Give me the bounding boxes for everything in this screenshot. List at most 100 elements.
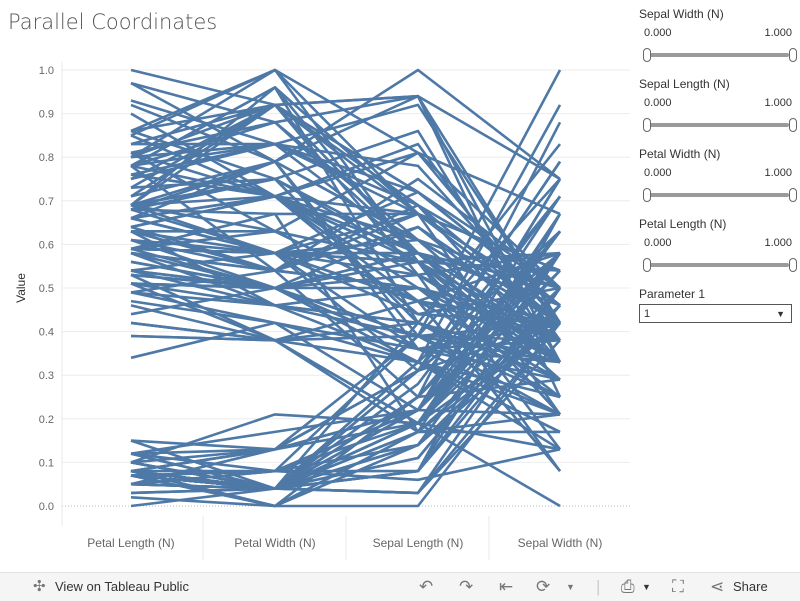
redo-icon[interactable]: ↷ <box>459 577 474 596</box>
series-line[interactable] <box>130 81 562 363</box>
series-line[interactable] <box>130 103 561 324</box>
y-tick-label: 0.4 <box>39 327 54 339</box>
slider-track[interactable] <box>649 193 789 197</box>
y-tick-label: 0.0 <box>39 501 54 513</box>
slider-max-handle[interactable] <box>789 48 797 62</box>
y-tick-label: 0.3 <box>39 370 54 382</box>
series-line[interactable] <box>130 177 561 381</box>
slider-min-handle[interactable] <box>643 258 651 272</box>
refresh-icon[interactable]: ⟳ <box>536 577 551 596</box>
y-tick-label: 0.5 <box>39 283 54 295</box>
series-line[interactable] <box>130 195 561 325</box>
range-max: 1.000 <box>764 27 792 39</box>
series-line[interactable] <box>130 160 561 325</box>
y-tick-label: 0.7 <box>39 196 54 208</box>
series-line[interactable] <box>130 103 561 277</box>
series-line[interactable] <box>130 291 561 416</box>
series-line[interactable] <box>130 121 561 364</box>
fullscreen-icon[interactable]: ⛶ <box>672 577 684 596</box>
series-line[interactable] <box>130 86 561 307</box>
slider-min-handle[interactable] <box>643 118 651 132</box>
series-line[interactable] <box>130 213 562 508</box>
tableau-logo-icon: ✣ <box>33 578 46 595</box>
slider-track[interactable] <box>649 123 789 127</box>
series-line[interactable] <box>130 177 561 416</box>
undo-icon[interactable]: ↶ <box>419 577 434 596</box>
series-line[interactable] <box>130 334 561 451</box>
slider-min-handle[interactable] <box>643 48 651 62</box>
series-line[interactable] <box>130 322 562 508</box>
series-line[interactable] <box>130 282 561 399</box>
x-tick-label: Petal Length (N) <box>87 536 174 550</box>
y-tick-label: 0.6 <box>39 239 54 251</box>
series-line[interactable] <box>130 321 561 416</box>
y-tick-label: 0.1 <box>39 457 54 469</box>
series-line[interactable] <box>130 178 562 490</box>
view-on-tableau-link[interactable]: View on Tableau Public <box>55 579 189 594</box>
series-line[interactable] <box>130 103 561 307</box>
series-line[interactable] <box>130 103 561 290</box>
filter-title: Sepal Length (N) <box>639 77 730 91</box>
x-tick-label: Petal Width (N) <box>234 536 315 550</box>
slider-track[interactable] <box>649 53 789 57</box>
series-line[interactable] <box>130 273 561 364</box>
range-min: 0.000 <box>644 237 672 249</box>
x-axis-labels: Petal Length (N) Petal Width (N) Sepal Len… <box>87 536 602 550</box>
series-line[interactable] <box>130 68 561 216</box>
download-dropdown-icon[interactable]: ▼ <box>642 582 651 592</box>
share-button[interactable]: Share <box>733 579 768 594</box>
download-icon[interactable]: ⎙ <box>621 577 635 596</box>
series-line[interactable] <box>130 287 562 495</box>
series-line[interactable] <box>130 68 561 181</box>
range-max: 1.000 <box>764 97 792 109</box>
series-line[interactable] <box>130 203 561 363</box>
y-axis-label: Value <box>14 273 28 303</box>
x-tick-label: Sepal Length (N) <box>373 536 464 550</box>
series-line[interactable] <box>130 195 561 325</box>
y-tick-label: 0.8 <box>39 152 54 164</box>
filter-title: Petal Length (N) <box>639 217 727 231</box>
series-line[interactable] <box>130 321 561 477</box>
y-axis-ticks: 0.0 0.1 0.2 0.3 0.4 0.5 0.6 0.7 0.8 0.9 1.0 <box>39 65 54 513</box>
range-max: 1.000 <box>764 237 792 249</box>
series-line[interactable] <box>130 230 561 364</box>
series-line[interactable] <box>130 164 561 399</box>
slider-max-handle[interactable] <box>789 258 797 272</box>
series-line[interactable] <box>130 195 562 490</box>
series-line[interactable] <box>130 177 561 381</box>
slider-track[interactable] <box>649 263 789 267</box>
share-icon[interactable]: ⋖ <box>710 577 725 596</box>
range-max: 1.000 <box>764 167 792 179</box>
range-min: 0.000 <box>644 27 672 39</box>
series-line[interactable] <box>130 230 561 303</box>
divider: | <box>596 577 601 596</box>
slider-max-handle[interactable] <box>789 118 797 132</box>
y-tick-label: 1.0 <box>39 65 54 77</box>
filter-title: Sepal Width (N) <box>639 7 724 21</box>
parameter-select[interactable]: 1 ▼ <box>639 304 792 323</box>
parameter-label: Parameter 1 <box>639 287 706 301</box>
series-line[interactable] <box>130 321 561 399</box>
series-line[interactable] <box>130 304 561 434</box>
parameter-control: Parameter 1 1 ▼ <box>639 287 800 323</box>
series-line[interactable] <box>130 68 561 272</box>
refresh-dropdown-icon[interactable]: ▼ <box>566 582 575 592</box>
revert-icon[interactable]: ⇤ <box>499 577 514 596</box>
range-min: 0.000 <box>644 167 672 179</box>
y-tick-label: 0.9 <box>39 109 54 121</box>
slider-max-handle[interactable] <box>789 188 797 202</box>
series-lines <box>130 68 562 508</box>
series-line[interactable] <box>130 173 561 307</box>
range-min: 0.000 <box>644 97 672 109</box>
x-tick-label: Sepal Width (N) <box>518 536 603 550</box>
series-line[interactable] <box>130 230 562 464</box>
chart-title: Parallel Coordinates <box>8 10 218 34</box>
series-line[interactable] <box>130 208 561 472</box>
series-line[interactable] <box>130 81 561 181</box>
series-line[interactable] <box>130 94 562 324</box>
series-line[interactable] <box>130 195 561 325</box>
slider-min-handle[interactable] <box>643 188 651 202</box>
parameter-value: 1 <box>644 308 651 320</box>
y-tick-label: 0.2 <box>39 414 54 426</box>
footer-toolbar: ✣ View on Tableau Public ↶ ↷ ⇤ ⟳ ▼ | ⎙ ▼… <box>0 572 800 601</box>
